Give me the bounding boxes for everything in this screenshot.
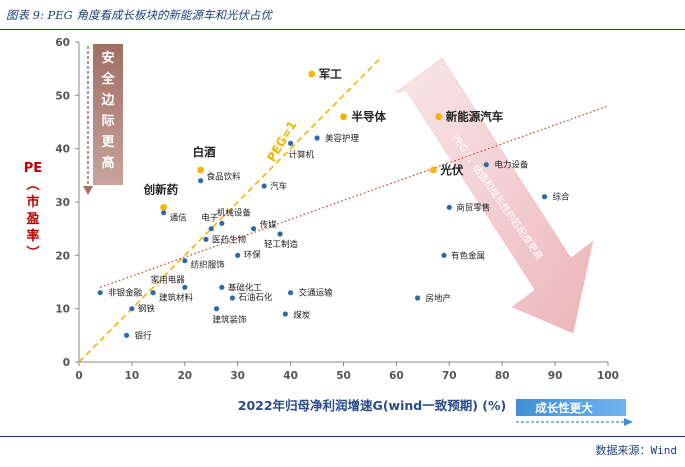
- point-label: 商贸零售: [456, 202, 490, 213]
- figure-caption: 图表 9: PEG 角度看成长板块的新能源车和光伏占优: [0, 0, 685, 30]
- safety-margin-label: 安全边际更高: [100, 50, 115, 171]
- data-point: [161, 210, 167, 216]
- point-label: 机械设备: [217, 207, 252, 218]
- highlight-point: [308, 70, 316, 78]
- y-axis-title: PE ︵市盈率︶: [24, 161, 42, 261]
- point-label: 钢铁: [138, 304, 156, 315]
- y-tick-label: 0: [63, 357, 70, 369]
- data-point: [219, 220, 225, 226]
- x-tick-label: 80: [495, 370, 510, 382]
- peg-line: [78, 57, 382, 363]
- x-tick-label: 0: [75, 370, 82, 382]
- data-point: [288, 140, 294, 146]
- x-tick-label: 40: [283, 370, 298, 382]
- x-tick-label: 60: [389, 370, 404, 382]
- y-tick-label: 20: [55, 250, 70, 262]
- trend-line: [99, 105, 609, 288]
- x-tick-label: 100: [597, 370, 619, 382]
- highlight-point: [435, 113, 443, 121]
- data-point: [441, 252, 447, 258]
- data-point: [124, 332, 130, 338]
- point-label: 煤炭: [293, 310, 311, 321]
- x-tick-label: 10: [125, 370, 140, 382]
- data-point: [414, 295, 421, 301]
- x-tick-label: 90: [548, 370, 563, 382]
- data-point: [277, 231, 283, 237]
- growth-arrow-label: 成长性更大: [535, 401, 593, 415]
- y-tick-label: 30: [55, 197, 70, 209]
- highlight-label: 半导体: [352, 110, 387, 124]
- point-label: 建筑装饰: [213, 315, 248, 326]
- data-point: [129, 306, 135, 312]
- data-point: [150, 290, 156, 296]
- point-label: 电子: [201, 213, 219, 224]
- x-tick-label: 50: [336, 370, 351, 382]
- point-label: 环保: [244, 249, 262, 260]
- x-tick-label: 30: [230, 370, 245, 382]
- data-point: [97, 290, 103, 296]
- highlight-point: [197, 166, 205, 174]
- point-label: 医药生物: [212, 234, 247, 245]
- y-tick-label: 60: [55, 37, 70, 49]
- point-label: 建筑材料: [159, 293, 194, 304]
- point-label: 计算机: [289, 149, 315, 160]
- point-label: 石油石化: [238, 292, 273, 303]
- point-label: 通信: [170, 213, 188, 224]
- point-label: 电力设备: [494, 160, 529, 171]
- point-label: 交通运输: [299, 288, 334, 299]
- point-label: 综合: [553, 192, 571, 203]
- data-point: [250, 226, 257, 232]
- highlight-label: 光伏: [439, 163, 463, 177]
- point-label: 家用电器: [151, 274, 186, 285]
- data-point: [288, 290, 294, 296]
- point-label: 纺织服饰: [191, 260, 226, 271]
- data-point: [198, 178, 204, 184]
- source-note: 数据来源：Wind: [595, 444, 678, 457]
- point-label: 基础化工: [228, 282, 263, 293]
- point-label: 食品饮料: [207, 172, 242, 183]
- highlight-point: [160, 203, 168, 211]
- y-tick-label: 40: [55, 144, 70, 156]
- data-point: [261, 183, 267, 189]
- data-point: [208, 226, 214, 232]
- highlight-label: 新能源汽车: [446, 110, 504, 124]
- point-label: 有色金属: [451, 250, 485, 261]
- y-tick-label: 50: [55, 90, 70, 102]
- footer: 数据来源：Wind: [0, 436, 685, 467]
- data-point: [541, 194, 548, 200]
- data-point: [235, 252, 241, 258]
- highlight-label: 军工: [319, 67, 342, 81]
- data-point: [483, 162, 489, 168]
- data-point: [282, 311, 288, 317]
- highlight-label: 创新药: [143, 182, 179, 196]
- highlight-label: 白酒: [193, 145, 216, 159]
- data-point: [314, 135, 320, 141]
- x-tick-label: 20: [177, 370, 192, 382]
- axes: 0 10 20 30 40 50 60 70 80 90 100 0 10 20 30 40 50 60: [55, 37, 619, 382]
- point-label: 传媒: [260, 220, 278, 231]
- data-point: [203, 236, 209, 242]
- highlight-point: [430, 166, 437, 174]
- data-point: [219, 284, 225, 290]
- data-point: [213, 306, 220, 312]
- data-point: [182, 258, 188, 264]
- scatter-chart: PEG↓，估值和成长性的匹配度更高 安全边际更高 0 10 20 30 40 50 60 70…: [24, 37, 633, 426]
- data-point: [182, 284, 188, 290]
- growth-arrow: 成长性更大: [516, 399, 633, 426]
- point-label: 美容护理: [325, 133, 360, 144]
- data-point: [446, 204, 452, 210]
- highlight-point: [340, 113, 347, 121]
- point-label: 轻工制造: [264, 239, 299, 250]
- point-label: 银行: [135, 330, 153, 341]
- x-tick-label: 70: [442, 370, 457, 382]
- point-label: 房地产: [426, 293, 452, 304]
- x-axis-title: 2022年归母净利润增速G(wind一致预期) (%): [238, 398, 506, 413]
- data-point: [229, 295, 236, 301]
- y-tick-label: 10: [55, 304, 70, 316]
- point-label: 汽车: [270, 181, 287, 192]
- safety-margin-arrow: 安全边际更高: [83, 44, 123, 195]
- point-label: 非银金融: [108, 288, 143, 299]
